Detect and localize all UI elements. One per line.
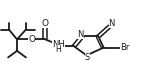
Text: Br: Br: [120, 43, 129, 52]
Text: H: H: [56, 45, 61, 54]
Text: N: N: [108, 19, 115, 28]
Text: NH: NH: [52, 40, 65, 49]
Text: N: N: [77, 30, 84, 39]
Text: O: O: [42, 19, 49, 28]
Text: S: S: [85, 53, 90, 62]
Text: O: O: [28, 35, 35, 44]
